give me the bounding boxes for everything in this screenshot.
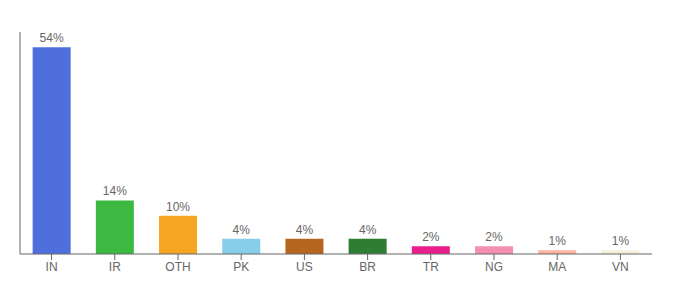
svg-text:2%: 2% xyxy=(422,230,440,244)
svg-text:14%: 14% xyxy=(103,184,127,198)
svg-text:PK: PK xyxy=(233,260,249,274)
svg-text:4%: 4% xyxy=(296,223,314,237)
svg-text:BR: BR xyxy=(359,260,376,274)
svg-text:10%: 10% xyxy=(166,200,190,214)
svg-text:MA: MA xyxy=(548,260,566,274)
svg-text:OTH: OTH xyxy=(165,260,190,274)
svg-text:NG: NG xyxy=(485,260,503,274)
svg-text:IN: IN xyxy=(46,260,58,274)
svg-text:2%: 2% xyxy=(485,230,503,244)
svg-text:US: US xyxy=(296,260,313,274)
svg-text:54%: 54% xyxy=(40,31,64,45)
svg-text:TR: TR xyxy=(423,260,439,274)
svg-text:VN: VN xyxy=(612,260,629,274)
svg-text:1%: 1% xyxy=(612,234,630,248)
svg-text:4%: 4% xyxy=(233,223,251,237)
svg-text:1%: 1% xyxy=(549,234,567,248)
svg-text:IR: IR xyxy=(109,260,121,274)
svg-text:4%: 4% xyxy=(359,223,377,237)
